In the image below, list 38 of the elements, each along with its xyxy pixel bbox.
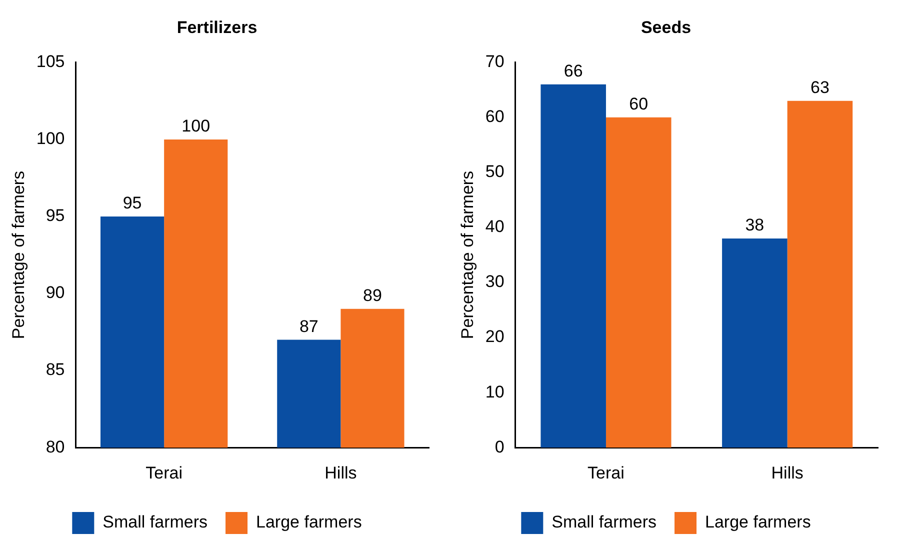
y-axis-title: Percentage of farmers bbox=[458, 170, 477, 340]
y-tick-label: 30 bbox=[485, 272, 504, 292]
x-tick-label: Terai bbox=[588, 463, 624, 482]
x-tick-label: Terai bbox=[146, 463, 183, 482]
y-tick-label: 105 bbox=[36, 52, 65, 72]
chart-title: Fertilizers bbox=[176, 18, 258, 37]
data-label: 87 bbox=[299, 316, 318, 336]
y-axis-title: Percentage of farmers bbox=[8, 170, 28, 340]
bar bbox=[787, 100, 853, 448]
chart-title: Seeds bbox=[640, 18, 692, 37]
x-tick-label: Hills bbox=[771, 463, 804, 482]
y-tick-label: 20 bbox=[485, 327, 504, 346]
y-tick-label: 0 bbox=[494, 437, 504, 456]
data-label: 89 bbox=[363, 286, 382, 306]
legend-label: Small farmers bbox=[102, 512, 208, 532]
y-tick-label: 60 bbox=[485, 107, 504, 126]
y-tick-label: 95 bbox=[46, 206, 65, 226]
data-label: 38 bbox=[745, 216, 764, 235]
legend-label: Large farmers bbox=[256, 512, 362, 532]
data-label: 63 bbox=[810, 78, 830, 98]
bar bbox=[606, 117, 672, 448]
y-tick-label: 50 bbox=[485, 162, 504, 182]
y-tick-label: 80 bbox=[46, 437, 65, 456]
y-tick-label: 100 bbox=[36, 129, 65, 148]
y-tick-label: 90 bbox=[46, 283, 65, 302]
data-label: 95 bbox=[122, 194, 142, 213]
bar bbox=[722, 238, 788, 448]
legend-label: Small farmers bbox=[552, 512, 657, 532]
legend-label: Large farmers bbox=[705, 512, 811, 532]
y-tick-label: 70 bbox=[485, 52, 504, 72]
x-tick-label: Hills bbox=[324, 463, 357, 482]
data-label: 60 bbox=[629, 94, 648, 114]
y-tick-label: 85 bbox=[46, 360, 65, 380]
bar bbox=[540, 84, 606, 448]
y-tick-label: 40 bbox=[485, 217, 504, 236]
y-tick-label: 10 bbox=[485, 382, 504, 402]
data-label: 66 bbox=[564, 62, 583, 81]
data-label: 100 bbox=[182, 116, 210, 136]
